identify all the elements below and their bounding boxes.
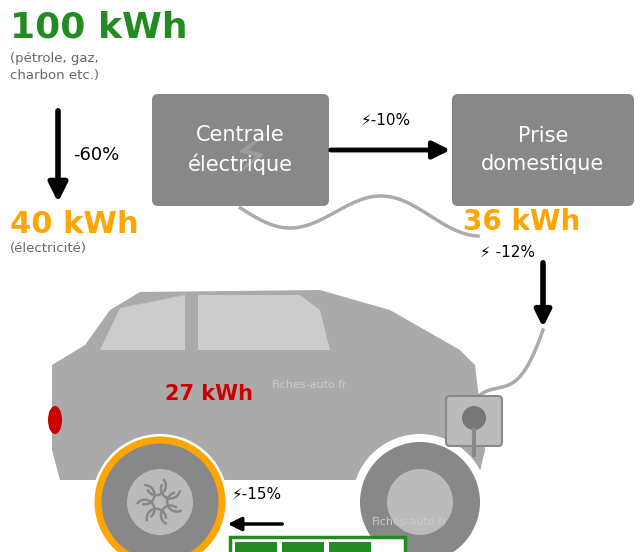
Circle shape (127, 469, 193, 535)
Text: 40 kWh: 40 kWh (10, 210, 139, 239)
Text: Prise
domestique: Prise domestique (481, 126, 605, 174)
Polygon shape (100, 295, 185, 350)
Ellipse shape (48, 406, 62, 434)
Text: ⚡-10%: ⚡-10% (360, 113, 411, 128)
Text: Centrale
électrique: Centrale électrique (188, 125, 293, 175)
FancyBboxPatch shape (230, 537, 405, 552)
Polygon shape (198, 295, 330, 350)
FancyBboxPatch shape (282, 542, 324, 552)
FancyBboxPatch shape (446, 396, 502, 446)
Text: (électricité): (électricité) (10, 242, 87, 255)
Circle shape (360, 442, 480, 552)
Text: 100 kWh: 100 kWh (10, 10, 188, 44)
Polygon shape (52, 290, 485, 480)
FancyBboxPatch shape (329, 542, 371, 552)
Text: -60%: -60% (73, 146, 119, 164)
Text: Fiches-auto.fr: Fiches-auto.fr (372, 517, 448, 527)
FancyBboxPatch shape (152, 94, 329, 206)
Circle shape (92, 434, 228, 552)
Text: 36 kWh: 36 kWh (463, 208, 580, 236)
FancyBboxPatch shape (452, 94, 634, 206)
Text: ⚡-15%: ⚡-15% (232, 486, 282, 502)
Circle shape (100, 442, 220, 552)
Circle shape (352, 434, 488, 552)
Circle shape (462, 406, 486, 430)
Text: 27 kWh: 27 kWh (165, 384, 253, 404)
Text: ⚡ -12%: ⚡ -12% (480, 245, 535, 260)
Text: ⚡: ⚡ (230, 130, 271, 187)
Text: Fiches-auto.fr: Fiches-auto.fr (272, 380, 348, 390)
Text: (pétrole, gaz,
charbon etc.): (pétrole, gaz, charbon etc.) (10, 52, 99, 82)
Circle shape (387, 469, 453, 535)
FancyBboxPatch shape (235, 542, 277, 552)
